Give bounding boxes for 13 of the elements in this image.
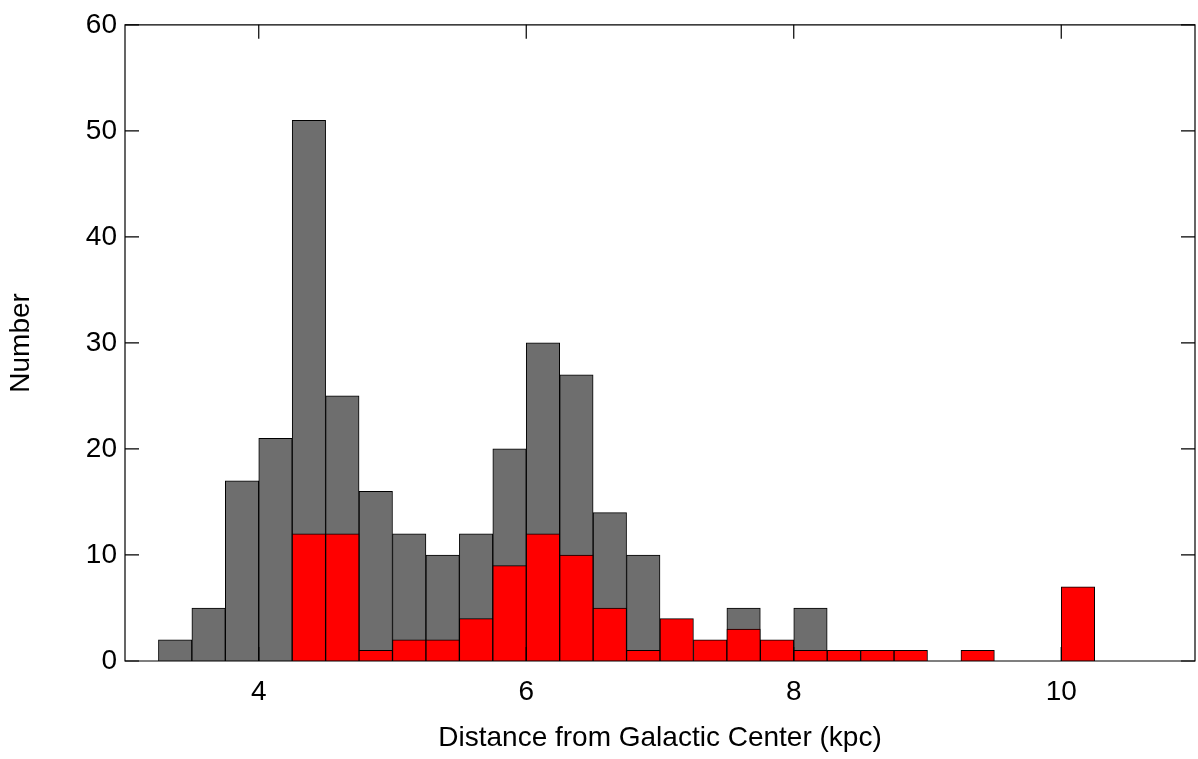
- x-tick-label: 4: [250, 674, 267, 706]
- y-tick-label: 0: [101, 643, 117, 675]
- x-axis-title: Distance from Galactic Center (kpc): [438, 720, 882, 752]
- y-tick-label: 50: [85, 113, 117, 145]
- y-axis-title: Number: [3, 293, 35, 393]
- x-tick-label: 6: [518, 674, 535, 706]
- y-tick-label: 30: [85, 325, 117, 357]
- y-tick-label: 40: [85, 219, 117, 251]
- x-tick-label: 10: [1045, 674, 1077, 706]
- y-tick-label: 60: [85, 7, 117, 39]
- x-tick-label: 8: [785, 674, 802, 706]
- y-tick-label: 20: [85, 431, 117, 463]
- y-tick-label: 10: [85, 537, 117, 569]
